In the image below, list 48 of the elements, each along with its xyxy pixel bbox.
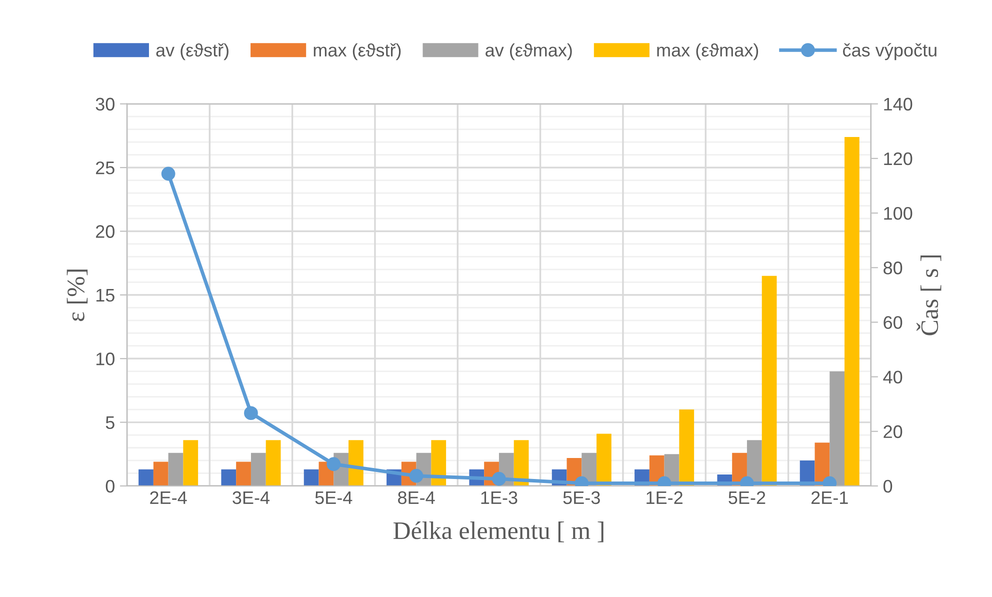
legend-label: av (εϑmax) — [486, 43, 572, 60]
x-tick-label: 1E-3 — [481, 491, 518, 504]
y-tick-label: 0 — [106, 480, 114, 493]
y2-tick-label: 20 — [884, 425, 902, 438]
x-tick-label: 5E-2 — [728, 491, 766, 504]
y-tick-label: 10 — [96, 352, 114, 366]
bar — [679, 410, 694, 486]
y-tick-label: 5 — [106, 416, 114, 429]
bar — [183, 440, 198, 486]
y-axis-title: ε [%] — [66, 270, 88, 322]
x-tick-label: 2E-1 — [811, 491, 848, 504]
bar — [236, 462, 251, 486]
y2-tick-label: 40 — [883, 370, 902, 384]
y2-tick-label: 120 — [884, 152, 912, 166]
y-tick-label: 15 — [96, 289, 114, 302]
bar — [250, 452, 266, 486]
y2-tick-label: 60 — [884, 316, 902, 329]
y2-axis-title: Čas [ s ] — [916, 255, 942, 336]
bar — [431, 440, 446, 486]
legend-label: av (εϑstř) — [156, 43, 228, 60]
x-tick-label: 5E-4 — [315, 491, 352, 504]
bar — [168, 452, 184, 486]
bar — [830, 371, 845, 486]
x-axis-title: Délka elementu [ m ] — [393, 522, 604, 542]
y-tick-label: 30 — [96, 98, 114, 111]
y2-tick-label: 80 — [884, 262, 902, 274]
legend-label: čas výpočtu — [843, 43, 936, 60]
y2-tick-label: 0 — [883, 480, 892, 493]
y2-tick-label: 100 — [884, 206, 912, 220]
bar — [348, 440, 364, 486]
legend-label: max (εϑmax) — [657, 43, 758, 60]
y2-tick-label: 140 — [884, 98, 912, 111]
bar — [153, 462, 168, 486]
bar — [762, 276, 777, 486]
y-tick-label: 25 — [96, 161, 114, 174]
x-tick-label: 3E-4 — [232, 491, 270, 504]
x-tick-label: 1E-2 — [646, 491, 682, 504]
x-tick-label: 5E-3 — [563, 491, 600, 504]
x-tick-label: 2E-4 — [150, 491, 187, 504]
bar — [596, 434, 612, 486]
legend-label: max (εϑstř) — [314, 43, 401, 60]
bar — [304, 469, 319, 486]
x-tick-label: 8E-4 — [398, 491, 435, 504]
y-tick-label: 20 — [96, 225, 114, 238]
bar — [844, 136, 860, 486]
bar — [266, 440, 281, 486]
bar — [138, 469, 154, 486]
bar — [221, 469, 236, 486]
